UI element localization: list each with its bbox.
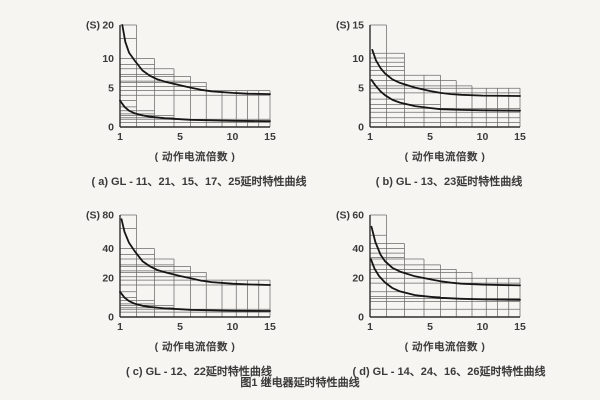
svg-text:5: 5 [177,131,183,143]
svg-text:1: 1 [117,131,123,143]
svg-text:15: 15 [514,321,526,333]
svg-text:80: 80 [102,210,114,222]
svg-text:40: 40 [352,243,364,255]
svg-text:5: 5 [108,83,114,95]
svg-text:(S): (S) [86,210,100,222]
chart-a-block: 0 5 10 20 1 5 10 15 (S) ( 动作电流倍数 ) ( a) GL - 11、… [74,17,324,189]
svg-text:5: 5 [427,131,433,143]
svg-text:1: 1 [367,321,373,333]
svg-text:(S): (S) [86,20,100,32]
figure-caption: 图1 继电器延时特性曲线 [240,377,360,389]
svg-text:10: 10 [227,131,239,143]
svg-text:(S): (S) [336,20,350,32]
chart-c-block: 0 20 40 80 1 5 10 15 (S) ( 动作电流倍数 ) ( c) GL - 12… [74,207,324,379]
chart-d-block: 0 20 40 60 1 5 10 15 (S) ( 动作电流倍数 ) ( d) GL - 14… [324,207,574,379]
svg-text:40: 40 [102,243,114,255]
svg-text:0: 0 [358,312,364,324]
chart-a-caption: ( a) GL - 11、21、15、17、25延时特性曲线 [91,176,307,188]
svg-text:5: 5 [177,321,183,333]
svg-text:20: 20 [352,273,364,285]
svg-text:5: 5 [358,83,364,95]
svg-text:0: 0 [108,312,114,324]
svg-text:1: 1 [367,131,373,143]
svg-text:10: 10 [227,321,239,333]
svg-text:20: 20 [102,20,114,32]
chart-b-block: 0 5 10 15 1 5 10 15 (S) ( 动作电流倍数 ) ( b) GL - 13、… [324,17,574,189]
x-axis-label-d: ( 动作电流倍数 ) [404,341,486,353]
svg-text:10: 10 [477,321,489,333]
chart-c-caption: ( c) GL - 12、22延时特性曲线 [126,366,272,378]
chart-b-caption: ( b) GL - 13、23延时特性曲线 [375,176,523,188]
x-axis-label-c: ( 动作电流倍数 ) [154,341,236,353]
svg-text:15: 15 [352,20,364,32]
svg-text:10: 10 [102,53,114,65]
x-axis-label-a: ( 动作电流倍数 ) [154,151,236,163]
svg-text:60: 60 [352,210,364,222]
svg-text:0: 0 [108,122,114,134]
svg-text:5: 5 [427,321,433,333]
svg-text:0: 0 [358,122,364,134]
svg-text:10: 10 [352,53,364,65]
svg-text:10: 10 [477,131,489,143]
chart-d-caption: ( d) GL - 14、24、16、26延时特性曲线 [352,366,546,378]
svg-text:15: 15 [264,131,276,143]
svg-text:1: 1 [117,321,123,333]
svg-text:15: 15 [514,131,526,143]
svg-text:20: 20 [102,273,114,285]
x-axis-label-b: ( 动作电流倍数 ) [404,151,486,163]
svg-text:(S): (S) [336,210,350,222]
svg-text:15: 15 [264,321,276,333]
